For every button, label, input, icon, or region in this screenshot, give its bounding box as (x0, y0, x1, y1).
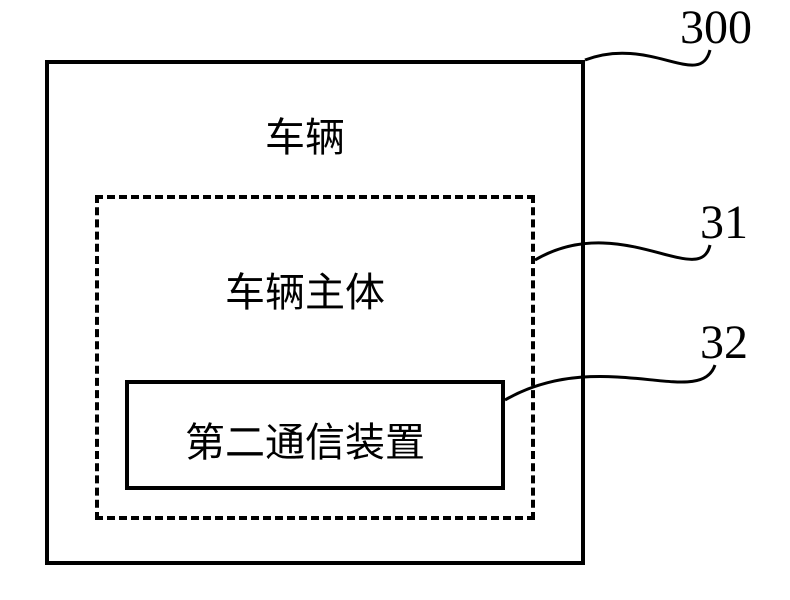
ref-32: 32 (700, 315, 748, 370)
leader-31-path (535, 243, 710, 260)
ref-31: 31 (700, 195, 748, 250)
leader-lines (0, 0, 790, 600)
diagram-canvas: 车辆 车辆主体 第二通信装置 300 31 32 (0, 0, 790, 600)
ref-300: 300 (680, 0, 752, 55)
leader-32-path (505, 365, 715, 400)
